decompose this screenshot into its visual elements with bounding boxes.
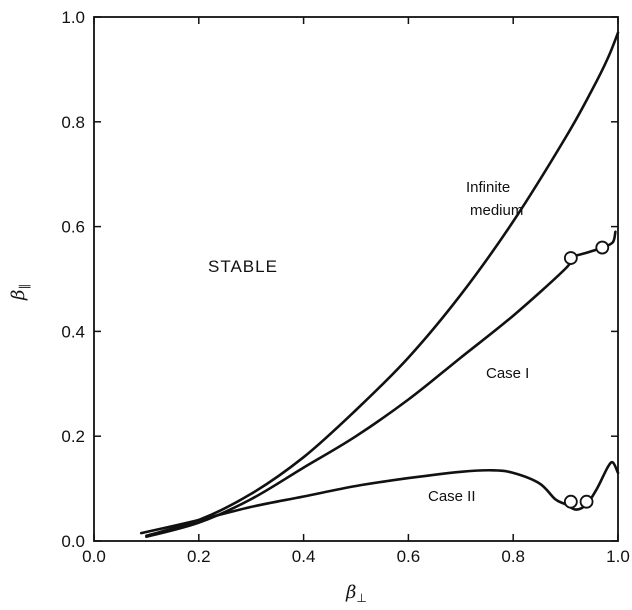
data-point-marker — [579, 494, 594, 509]
y-axis-label: β∥ — [8, 284, 31, 301]
series-line-case-ii — [139, 460, 620, 535]
y-tick-label: 0.2 — [61, 427, 85, 446]
series-label-infinite-medium-line2: medium — [470, 202, 523, 219]
y-tick-label: 0.0 — [61, 532, 85, 551]
series-label-case-ii: Case II — [428, 488, 476, 505]
plot-frame — [93, 16, 619, 542]
y-tick-label: 1.0 — [61, 8, 85, 27]
series-label-case-i: Case I — [486, 365, 529, 382]
annotation-group: STABLE Infinite medium Case I Case II — [208, 179, 529, 505]
x-tick-label: 0.2 — [187, 547, 211, 566]
x-tick-label: 0.6 — [397, 547, 421, 566]
y-tick-label: 0.4 — [61, 322, 85, 341]
data-point-marker — [563, 251, 578, 265]
axis-ticks: 0.0 0.2 0.4 0.6 0.8 1.0 0.0 0.2 0.4 0.6 0.8 1.0 — [61, 8, 629, 566]
region-label-stable: STABLE — [208, 257, 278, 276]
data-point-marker — [563, 494, 578, 509]
x-tick-label: 1.0 — [606, 547, 630, 566]
x-tick-label: 0.0 — [82, 547, 106, 566]
series-line-infinite-medium — [145, 31, 620, 538]
x-axis-label: β⊥ — [345, 582, 367, 605]
y-tick-label: 0.8 — [61, 113, 85, 132]
x-tick-label: 0.8 — [501, 547, 525, 566]
y-tick-label: 0.6 — [61, 218, 85, 237]
series-group — [139, 31, 620, 539]
series-label-infinite-medium-line1: Infinite — [466, 179, 510, 196]
data-point-marker — [595, 240, 610, 255]
x-tick-label: 0.4 — [292, 547, 316, 566]
